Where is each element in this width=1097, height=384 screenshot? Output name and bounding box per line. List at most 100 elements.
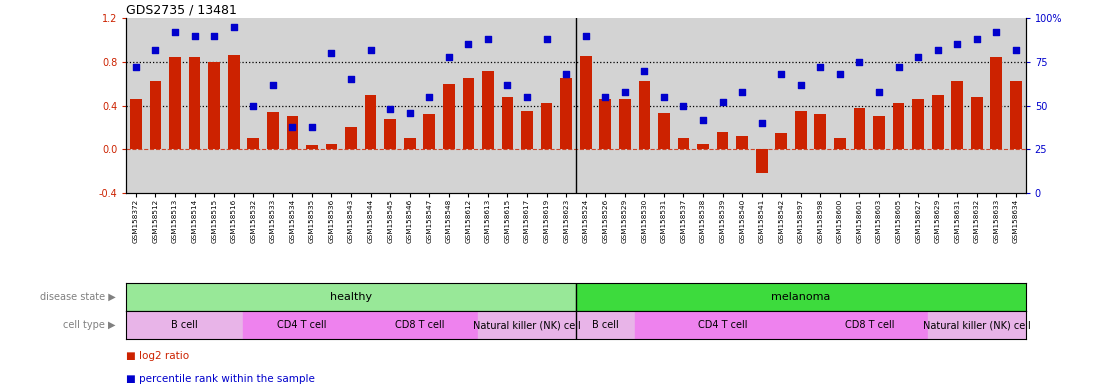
Text: ■ percentile rank within the sample: ■ percentile rank within the sample xyxy=(126,374,315,384)
Bar xyxy=(698,144,709,149)
Point xyxy=(460,41,477,47)
Point xyxy=(949,41,966,47)
Bar xyxy=(776,133,788,149)
Bar xyxy=(576,311,634,339)
Bar xyxy=(834,138,846,149)
Point xyxy=(655,94,672,100)
Text: B cell: B cell xyxy=(592,320,619,330)
Point xyxy=(518,94,535,100)
Bar xyxy=(634,311,811,339)
Point xyxy=(577,32,595,38)
Bar xyxy=(126,311,244,339)
Bar xyxy=(928,311,1026,339)
Point xyxy=(420,94,438,100)
Bar xyxy=(131,99,142,149)
Point xyxy=(635,68,653,74)
Point xyxy=(479,36,497,42)
Point xyxy=(772,71,790,77)
Point xyxy=(734,88,751,94)
Bar xyxy=(149,81,161,149)
Bar xyxy=(384,119,396,149)
Bar xyxy=(361,311,478,339)
Bar xyxy=(463,78,474,149)
Point xyxy=(362,46,380,53)
Point xyxy=(694,116,712,122)
Text: CD4 T cell: CD4 T cell xyxy=(278,320,327,330)
Point xyxy=(499,81,517,88)
Bar xyxy=(814,114,826,149)
Bar xyxy=(482,71,494,149)
Text: GDS2735 / 13481: GDS2735 / 13481 xyxy=(126,4,237,17)
Bar xyxy=(638,81,651,149)
Text: melanoma: melanoma xyxy=(771,292,830,302)
Text: Natural killer (NK) cell: Natural killer (NK) cell xyxy=(923,320,1031,330)
Point xyxy=(538,36,555,42)
Point xyxy=(890,64,907,70)
Bar xyxy=(326,144,338,149)
Bar xyxy=(795,111,806,149)
Bar xyxy=(478,311,576,339)
Point xyxy=(185,32,203,38)
Point xyxy=(753,120,770,126)
Point xyxy=(342,76,360,82)
Bar xyxy=(658,113,670,149)
Bar xyxy=(244,311,361,339)
Point xyxy=(617,88,634,94)
Point xyxy=(909,53,927,60)
Bar xyxy=(364,94,376,149)
Point xyxy=(147,46,165,53)
Bar xyxy=(1010,81,1021,149)
Point xyxy=(850,59,868,65)
Bar xyxy=(716,132,728,149)
Point xyxy=(225,24,242,30)
Point xyxy=(245,103,262,109)
Bar xyxy=(580,56,591,149)
Text: CD8 T cell: CD8 T cell xyxy=(845,320,894,330)
Point xyxy=(264,81,282,88)
Text: B cell: B cell xyxy=(171,320,199,330)
Bar xyxy=(541,103,553,149)
Point xyxy=(284,123,302,129)
Bar xyxy=(873,116,885,149)
Bar xyxy=(501,97,513,149)
Point xyxy=(303,123,320,129)
Point xyxy=(792,81,810,88)
Bar xyxy=(931,94,943,149)
Point xyxy=(987,29,1005,35)
Bar xyxy=(599,99,611,149)
Bar xyxy=(971,97,983,149)
Text: healthy: healthy xyxy=(330,292,372,302)
Bar xyxy=(893,103,904,149)
Bar xyxy=(346,127,357,149)
Bar xyxy=(756,149,768,173)
Point xyxy=(812,64,829,70)
Bar xyxy=(561,78,572,149)
Bar xyxy=(678,138,689,149)
Bar xyxy=(443,84,454,149)
Point xyxy=(968,36,985,42)
Point xyxy=(400,109,418,116)
Bar xyxy=(423,114,436,149)
Point xyxy=(167,29,184,35)
Text: ■ log2 ratio: ■ log2 ratio xyxy=(126,351,190,361)
Point xyxy=(832,71,849,77)
Bar xyxy=(189,57,201,149)
Bar xyxy=(169,57,181,149)
Point xyxy=(597,94,614,100)
Bar xyxy=(736,136,748,149)
Bar xyxy=(126,283,576,311)
Point xyxy=(440,53,457,60)
Bar xyxy=(991,57,1003,149)
Point xyxy=(557,71,575,77)
Bar xyxy=(208,62,220,149)
Text: Natural killer (NK) cell: Natural killer (NK) cell xyxy=(473,320,581,330)
Text: CD4 T cell: CD4 T cell xyxy=(698,320,747,330)
Point xyxy=(323,50,340,56)
Bar xyxy=(404,138,416,149)
Bar xyxy=(913,99,924,149)
Point xyxy=(382,106,399,112)
Bar xyxy=(248,138,259,149)
Bar xyxy=(811,311,928,339)
Text: disease state ▶: disease state ▶ xyxy=(39,292,115,302)
Text: cell type ▶: cell type ▶ xyxy=(63,320,115,330)
